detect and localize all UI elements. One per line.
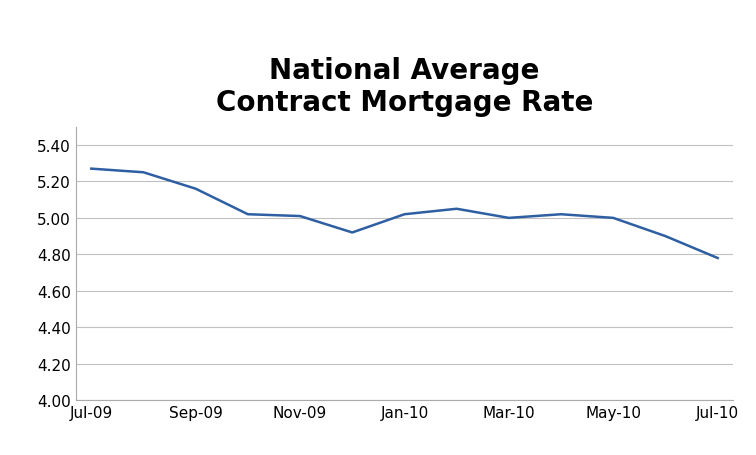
Title: National Average
Contract Mortgage Rate: National Average Contract Mortgage Rate (215, 56, 593, 117)
